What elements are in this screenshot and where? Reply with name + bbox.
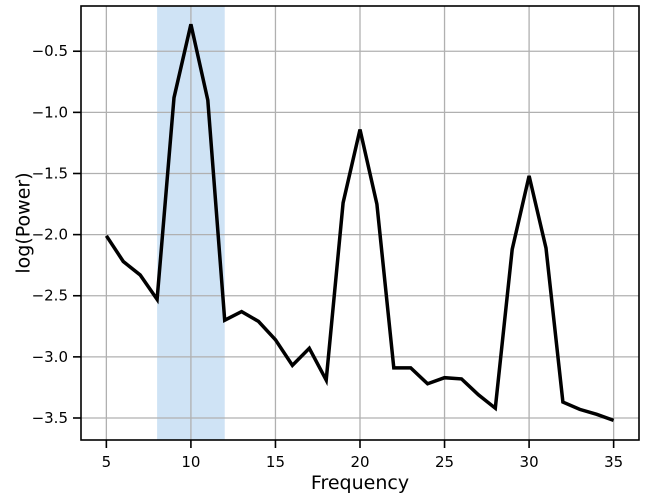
x-tick-label: 10 [181,453,200,471]
x-tick-label: 30 [520,453,539,471]
y-tick-label: −3.0 [32,348,68,366]
y-tick-label: −3.5 [32,409,68,427]
x-tick-label: 25 [435,453,454,471]
x-axis-title: Frequency [311,472,409,494]
y-tick-label: −1.5 [32,164,68,182]
x-tick-label: 5 [102,453,112,471]
x-tick-label: 20 [350,453,369,471]
y-tick-label: −0.5 [32,42,68,60]
x-tick-label: 35 [604,453,623,471]
y-tick-label: −2.5 [32,287,68,305]
x-axis: 5 10 15 20 25 30 35 [102,440,623,471]
series-layer [104,23,615,423]
y-tick-label: −2.0 [32,226,68,244]
x-tick-label: 15 [266,453,285,471]
series-line [104,23,615,423]
y-axis-title: log(Power) [13,172,35,273]
y-tick-label: −1.0 [32,103,68,121]
y-axis: −0.5 −1.0 −1.5 −2.0 −2.5 −3.0 −3.5 [32,42,81,427]
